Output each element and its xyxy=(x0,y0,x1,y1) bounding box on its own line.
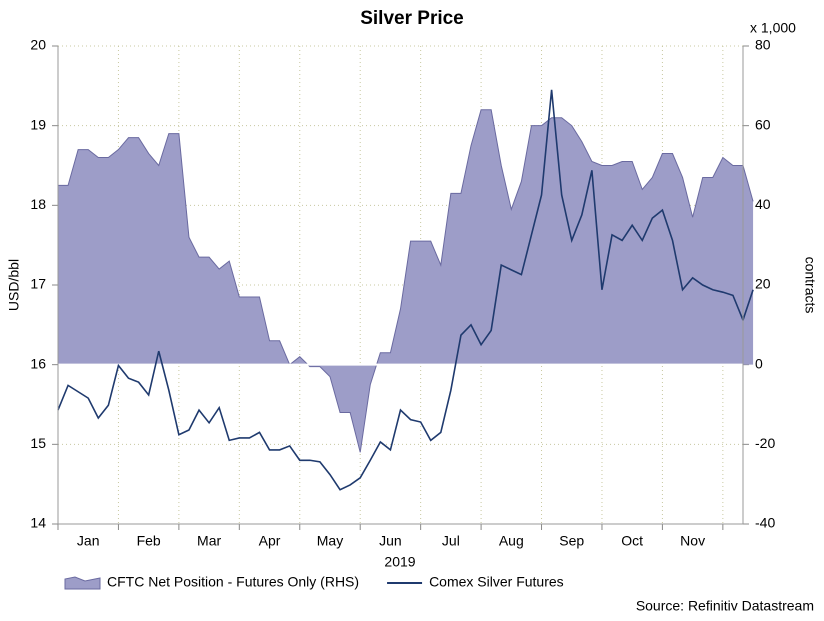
legend-label: Comex Silver Futures xyxy=(429,574,564,590)
legend-label: CFTC Net Position - Futures Only (RHS) xyxy=(107,574,359,590)
y2-tick-label: 60 xyxy=(755,116,771,132)
source-note: Source: Refinitiv Datastream xyxy=(636,598,814,614)
y2-tick-label: 0 xyxy=(755,355,763,371)
y2-tick-label: 80 xyxy=(755,37,771,53)
y-tick-label: 17 xyxy=(30,276,46,292)
area-outline xyxy=(58,109,754,453)
y-tick-label: 18 xyxy=(30,196,46,212)
x-tick-label: Apr xyxy=(259,533,281,549)
x-tick-label: Feb xyxy=(137,533,161,549)
y-tick-label: 16 xyxy=(30,355,46,371)
x-tick-label: Sep xyxy=(559,533,584,549)
chart-title: Silver Price xyxy=(360,8,464,29)
x-axis-label: 2019 xyxy=(384,554,415,570)
area-series xyxy=(58,109,754,453)
x-tick-label: Jan xyxy=(77,533,100,549)
line-series xyxy=(57,89,754,491)
y-tick-label: 14 xyxy=(30,515,46,531)
y-tick-label: 15 xyxy=(30,435,46,451)
x-tick-label: Mar xyxy=(197,533,221,549)
x-tick-label: Jun xyxy=(379,533,402,549)
y-tick-label: 20 xyxy=(30,37,46,53)
y-axis-label: USD/bbl xyxy=(6,259,22,311)
x-tick-label: May xyxy=(317,533,343,549)
x-tick-label: Jul xyxy=(442,533,460,549)
x-tick-label: Aug xyxy=(499,533,524,549)
y-tick-label: 19 xyxy=(30,116,46,132)
y2-tick-label: 40 xyxy=(755,196,771,212)
y2-unit: x 1,000 xyxy=(750,20,796,36)
legend-swatch xyxy=(64,576,101,590)
y2-tick-label: 20 xyxy=(755,276,771,292)
x-tick-label: Nov xyxy=(680,533,705,549)
y2-tick-label: -40 xyxy=(755,515,775,531)
x-tick-label: Oct xyxy=(621,533,643,549)
y2-axis-label: contracts xyxy=(802,257,818,314)
y2-tick-label: -20 xyxy=(755,435,775,451)
